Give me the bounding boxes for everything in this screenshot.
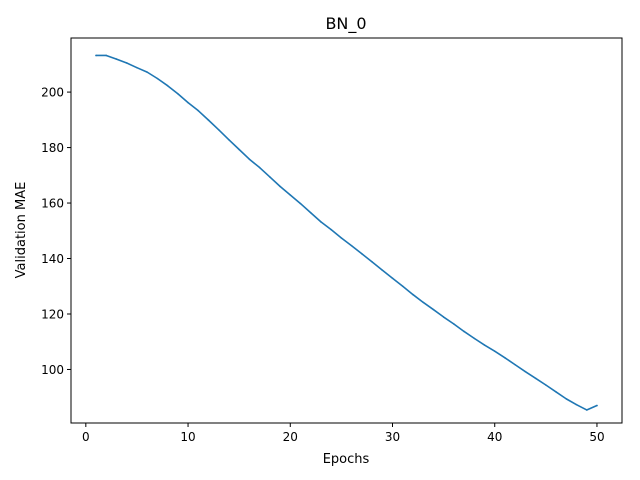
data-point: [340, 237, 343, 239]
data-point: [115, 58, 118, 60]
data-point: [309, 211, 312, 214]
data-point: [401, 285, 404, 288]
data-point: [545, 384, 547, 386]
chart-title: BN_0: [325, 14, 366, 34]
data-point: [258, 166, 261, 169]
data-point: [248, 158, 251, 161]
data-point: [565, 398, 568, 400]
data-point: [483, 344, 486, 346]
x-tick-label: 0: [82, 430, 90, 444]
y-tick-label: 180: [41, 141, 64, 155]
data-point: [391, 277, 394, 280]
x-tick-label: 30: [385, 430, 400, 444]
data-point: [524, 370, 527, 373]
data-point: [320, 221, 322, 223]
data-point: [534, 377, 537, 380]
data-point: [585, 409, 588, 411]
data-point: [514, 363, 516, 366]
data-point: [330, 228, 332, 231]
data-point: [146, 71, 148, 73]
data-point: [432, 308, 435, 311]
data-point: [463, 330, 465, 333]
data-point: [125, 62, 128, 64]
axis-ticks: 0 10 20 30 40 50 100 120 140 160 180 200: [41, 86, 605, 444]
data-point: [412, 293, 414, 296]
data-point: [95, 54, 97, 57]
y-axis-label: Validation MAE: [14, 182, 29, 279]
data-point: [166, 84, 169, 87]
y-tick-label: 160: [41, 197, 64, 211]
data-point: [136, 66, 138, 69]
x-tick-label: 10: [180, 430, 195, 444]
x-tick-label: 20: [283, 430, 298, 444]
series-line: [95, 54, 598, 411]
data-point: [442, 316, 445, 318]
data-point: [177, 92, 179, 95]
x-axis-label: Epochs: [323, 452, 370, 467]
data-point: [422, 301, 424, 304]
y-tick-label: 120: [41, 307, 64, 321]
data-point: [361, 252, 363, 255]
data-point: [197, 109, 200, 112]
x-tick-label: 50: [589, 430, 604, 444]
data-point: [381, 269, 384, 271]
data-point: [228, 138, 230, 141]
data-point: [453, 323, 455, 325]
y-tick-label: 200: [41, 86, 64, 100]
data-point: [217, 129, 220, 131]
data-point: [473, 337, 476, 340]
data-point: [493, 350, 496, 352]
plot-frame: [70, 37, 623, 424]
y-tick-label: 140: [41, 252, 64, 266]
series-points: [95, 54, 598, 411]
data-point: [289, 194, 292, 196]
data-point: [105, 54, 108, 57]
data-point: [279, 185, 281, 188]
data-point: [207, 119, 210, 121]
data-point: [238, 148, 240, 151]
x-tick-label: 40: [487, 430, 502, 444]
data-point: [504, 357, 506, 359]
data-point: [371, 261, 373, 263]
data-point: [156, 77, 159, 80]
data-point: [299, 202, 302, 205]
data-point: [187, 101, 189, 104]
data-point: [575, 403, 578, 406]
series-lines: [95, 54, 598, 411]
data-point: [555, 391, 557, 393]
y-tick-label: 100: [41, 363, 64, 377]
plot-area: [71, 38, 622, 423]
data-point: [269, 176, 271, 178]
data-point: [350, 244, 353, 247]
data-point: [596, 404, 598, 407]
